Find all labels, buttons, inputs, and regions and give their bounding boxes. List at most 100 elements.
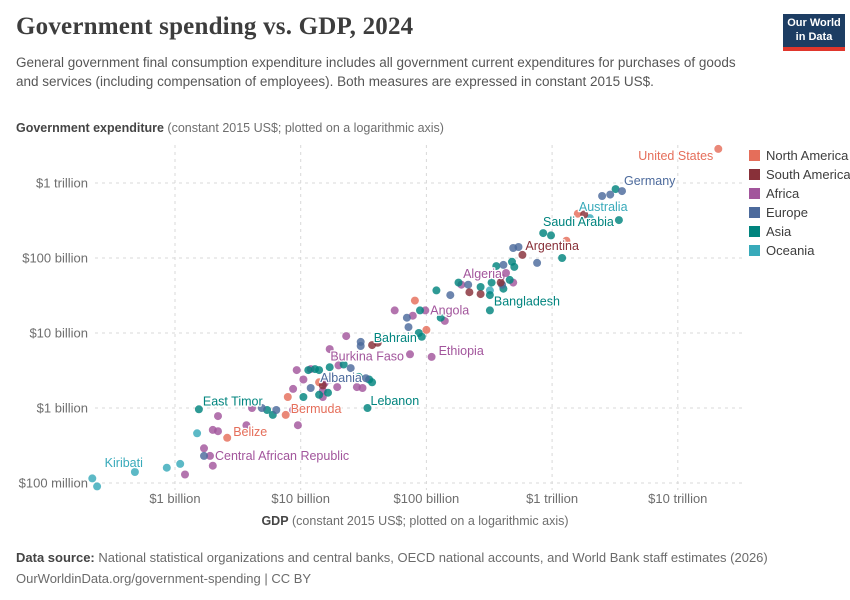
data-point-ethiopia[interactable] xyxy=(427,352,436,361)
data-point-europe[interactable] xyxy=(598,192,607,200)
data-point-germany[interactable] xyxy=(618,187,626,196)
data-point-europe[interactable] xyxy=(404,323,413,332)
data-point-asia[interactable] xyxy=(436,313,445,322)
data-point-europe[interactable] xyxy=(306,384,315,392)
data-point-australia[interactable] xyxy=(585,214,594,223)
data-point-bermuda[interactable] xyxy=(281,410,290,419)
data-point-asia[interactable] xyxy=(539,229,548,238)
data-point-saudi-arabia[interactable] xyxy=(614,216,623,225)
point-label-ethiopia: Ethiopia xyxy=(439,344,484,358)
data-point-north-america[interactable] xyxy=(562,236,571,245)
data-point-south-america[interactable] xyxy=(373,338,382,347)
data-point-oceania[interactable] xyxy=(176,459,185,468)
data-point-africa[interactable] xyxy=(292,366,301,375)
data-point-europe[interactable] xyxy=(272,406,281,414)
data-point-africa[interactable] xyxy=(214,427,222,436)
data-point-south-america[interactable] xyxy=(318,381,327,390)
data-point-north-america[interactable] xyxy=(422,325,431,334)
legend-item-north-america[interactable]: North America xyxy=(749,146,850,165)
data-point-europe[interactable] xyxy=(325,375,334,384)
data-point-europe[interactable] xyxy=(533,258,542,267)
legend-item-oceania[interactable]: Oceania xyxy=(749,241,850,260)
data-point-oceania[interactable] xyxy=(162,463,171,472)
data-point-oceania[interactable] xyxy=(93,482,102,491)
data-point-europe[interactable] xyxy=(257,404,266,412)
data-point-europe[interactable] xyxy=(402,313,411,322)
data-point-south-america[interactable] xyxy=(496,278,505,287)
data-point-asia[interactable] xyxy=(304,366,313,375)
data-point-belize[interactable] xyxy=(223,433,232,442)
data-point-asia[interactable] xyxy=(510,262,519,271)
data-point-united-states[interactable] xyxy=(714,144,723,153)
data-point-africa[interactable] xyxy=(358,384,367,392)
data-point-africa[interactable] xyxy=(390,306,399,315)
data-point-asia[interactable] xyxy=(416,306,424,315)
legend-label-oceania: Oceania xyxy=(766,243,815,258)
data-point-africa[interactable] xyxy=(289,406,298,414)
data-point-oceania[interactable] xyxy=(193,429,202,438)
data-point-europe[interactable] xyxy=(499,260,508,269)
data-point-europe[interactable] xyxy=(356,342,365,350)
data-point-africa[interactable] xyxy=(181,470,189,479)
data-point-africa[interactable] xyxy=(200,444,208,453)
legend-item-south-america[interactable]: South America xyxy=(749,165,850,184)
data-point-asia[interactable] xyxy=(432,286,441,295)
data-point-east-timor[interactable] xyxy=(194,405,203,414)
data-point-asia[interactable] xyxy=(485,291,494,300)
data-point-north-america[interactable] xyxy=(573,209,582,218)
data-point-africa[interactable] xyxy=(208,461,217,470)
legend-item-europe[interactable]: Europe xyxy=(749,203,850,222)
data-point-asia[interactable] xyxy=(339,360,348,369)
data-point-albania[interactable] xyxy=(361,374,370,383)
legend-swatch-africa xyxy=(749,188,760,199)
data-point-africa[interactable] xyxy=(242,421,251,430)
data-point-central-african-republic[interactable] xyxy=(206,451,214,460)
data-point-asia[interactable] xyxy=(368,378,377,387)
data-point-kiribati[interactable] xyxy=(130,468,139,476)
data-point-asia[interactable] xyxy=(414,329,423,337)
legend-item-africa[interactable]: Africa xyxy=(749,184,850,203)
data-point-bangladesh[interactable] xyxy=(485,306,494,315)
data-point-north-america[interactable] xyxy=(283,393,292,401)
data-point-africa[interactable] xyxy=(248,404,256,412)
data-point-africa[interactable] xyxy=(293,421,302,430)
data-point-asia[interactable] xyxy=(476,283,485,291)
data-point-south-america[interactable] xyxy=(476,290,485,299)
data-point-asia[interactable] xyxy=(354,372,363,381)
data-point-europe[interactable] xyxy=(446,291,455,300)
data-point-asia[interactable] xyxy=(454,278,463,287)
data-point-africa[interactable] xyxy=(299,375,308,384)
data-point-argentina[interactable] xyxy=(518,250,527,259)
legend-item-asia[interactable]: Asia xyxy=(749,222,850,241)
data-point-europe[interactable] xyxy=(464,280,473,289)
data-point-europe[interactable] xyxy=(200,451,208,460)
data-point-asia[interactable] xyxy=(611,185,620,194)
data-point-asia[interactable] xyxy=(315,390,324,399)
data-point-africa[interactable] xyxy=(342,332,351,341)
data-point-asia[interactable] xyxy=(505,275,514,284)
data-point-europe[interactable] xyxy=(346,364,355,373)
data-point-north-america[interactable] xyxy=(410,296,419,305)
data-point-europe[interactable] xyxy=(514,243,523,251)
data-point-asia[interactable] xyxy=(315,366,324,375)
owid-logo[interactable]: Our World in Data xyxy=(783,14,845,51)
data-point-asia[interactable] xyxy=(299,393,308,401)
data-point-africa[interactable] xyxy=(214,412,222,421)
data-point-oceania[interactable] xyxy=(88,474,97,483)
data-point-asia[interactable] xyxy=(547,231,555,240)
data-point-south-america[interactable] xyxy=(580,210,589,219)
data-point-africa[interactable] xyxy=(289,384,298,393)
data-point-south-america[interactable] xyxy=(465,288,474,297)
data-point-africa[interactable] xyxy=(333,383,342,392)
data-point-africa[interactable] xyxy=(496,272,505,281)
data-point-europe[interactable] xyxy=(606,190,615,199)
data-point-asia[interactable] xyxy=(324,388,332,397)
data-point-africa[interactable] xyxy=(325,345,334,354)
data-point-asia[interactable] xyxy=(492,262,501,271)
data-point-asia[interactable] xyxy=(558,254,567,262)
data-point-lebanon[interactable] xyxy=(363,404,372,412)
data-point-africa[interactable] xyxy=(333,352,342,361)
data-point-burkina-faso[interactable] xyxy=(406,350,414,359)
data-point-asia[interactable] xyxy=(325,363,334,372)
data-point-asia[interactable] xyxy=(487,278,496,287)
